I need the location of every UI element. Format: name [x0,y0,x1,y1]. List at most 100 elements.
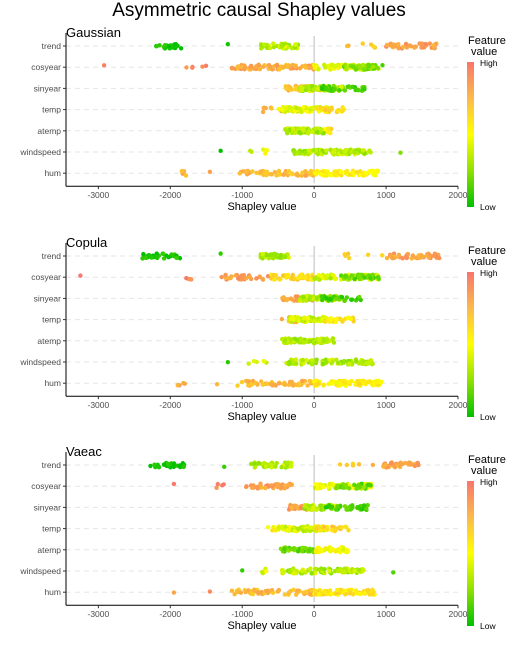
point-cosyear [343,273,348,279]
point-sinyear [319,294,324,299]
point-temp [260,109,266,115]
point-sinyear [350,84,355,89]
legend-high-label: High [480,58,498,68]
point-atemp [295,549,301,554]
point-windspeed [346,150,351,156]
point-hum [232,592,237,597]
point-hum [327,381,332,386]
point-hum [254,170,259,176]
point-hum [303,169,308,174]
point-cosyear [242,64,248,70]
point-hum [179,168,184,174]
point-atemp [306,129,311,135]
point-cosyear [247,274,253,280]
x-tick-label: 0 [312,609,317,619]
point-hum [341,378,346,384]
point-cosyear [259,485,265,490]
point-hum [373,169,379,174]
point-atemp [307,339,312,344]
point-trend [370,462,376,468]
point-sinyear [311,505,316,510]
y-tick-label: temp [42,524,61,534]
point-cosyear [312,276,317,281]
point-hum [246,379,251,384]
point-trend [344,462,349,468]
point-trend [403,254,409,259]
point-temp [283,106,288,111]
point-cosyear [280,65,286,70]
point-hum [270,382,276,388]
point-trend [423,41,428,47]
point-trend [152,462,157,467]
point-sinyear [314,507,319,512]
y-tick-label: atemp [37,336,61,346]
point-windspeed [398,150,403,155]
point-atemp [291,546,297,551]
point-trend [396,45,401,51]
point-trend [356,462,362,467]
point-trend [252,462,257,467]
point-sinyear [284,297,289,303]
point-temp [323,319,328,324]
point-trend [169,252,174,257]
point-atemp [301,340,307,345]
point-cosyear [282,483,288,488]
point-hum [343,169,349,174]
point-trend [218,251,223,256]
point-atemp [318,127,324,133]
point-trend [344,43,350,49]
point-trend [279,44,285,49]
y-tick-label: hum [44,168,61,178]
point-windspeed [312,566,318,572]
point-windspeed [356,567,362,573]
point-cosyear [184,65,189,70]
point-trend [431,253,437,258]
point-hum [327,172,333,178]
point-hum [237,171,242,176]
point-atemp [284,128,289,133]
point-sinyear [318,503,324,509]
point-temp [301,105,306,110]
point-hum [305,383,310,388]
point-trend [271,44,277,50]
point-sinyear [346,505,351,510]
point-hum [347,588,352,594]
point-cosyear [331,482,336,487]
x-tick-label: 0 [312,190,317,200]
y-tick-label: trend [42,460,62,470]
x-tick-label: -3000 [87,190,109,200]
point-temp [299,109,304,115]
point-sinyear [294,503,299,509]
point-sinyear [288,85,293,91]
legend-title-line2: value [471,256,497,268]
point-trend [426,255,432,260]
legend-colorbar [467,62,474,207]
point-trend [271,41,276,46]
point-hum [357,381,363,387]
point-trend [427,41,433,46]
point-hum [355,169,360,175]
point-hum [253,380,258,385]
y-tick-label: atemp [37,545,61,555]
point-trend [337,462,343,467]
point-sinyear [297,298,303,303]
point-trend [437,255,442,261]
point-sinyear [356,505,362,511]
point-windspeed [294,568,300,574]
point-windspeed [342,569,347,575]
point-sinyear [299,505,304,511]
panel-vaeac: Vaeac trend cosyear sinyear temp atemp windspe… [19,444,506,632]
point-windspeed [260,147,266,152]
point-cosyear [352,482,357,488]
point-trend [384,255,390,261]
point-cosyear [380,62,385,68]
point-windspeed [225,359,231,365]
point-windspeed [356,361,362,366]
point-cosyear [361,485,367,490]
point-trend [271,256,276,261]
point-windspeed [332,147,337,153]
point-temp [334,316,339,322]
point-hum [331,379,337,385]
x-tick-label: 0 [312,400,317,410]
point-temp [280,107,285,112]
